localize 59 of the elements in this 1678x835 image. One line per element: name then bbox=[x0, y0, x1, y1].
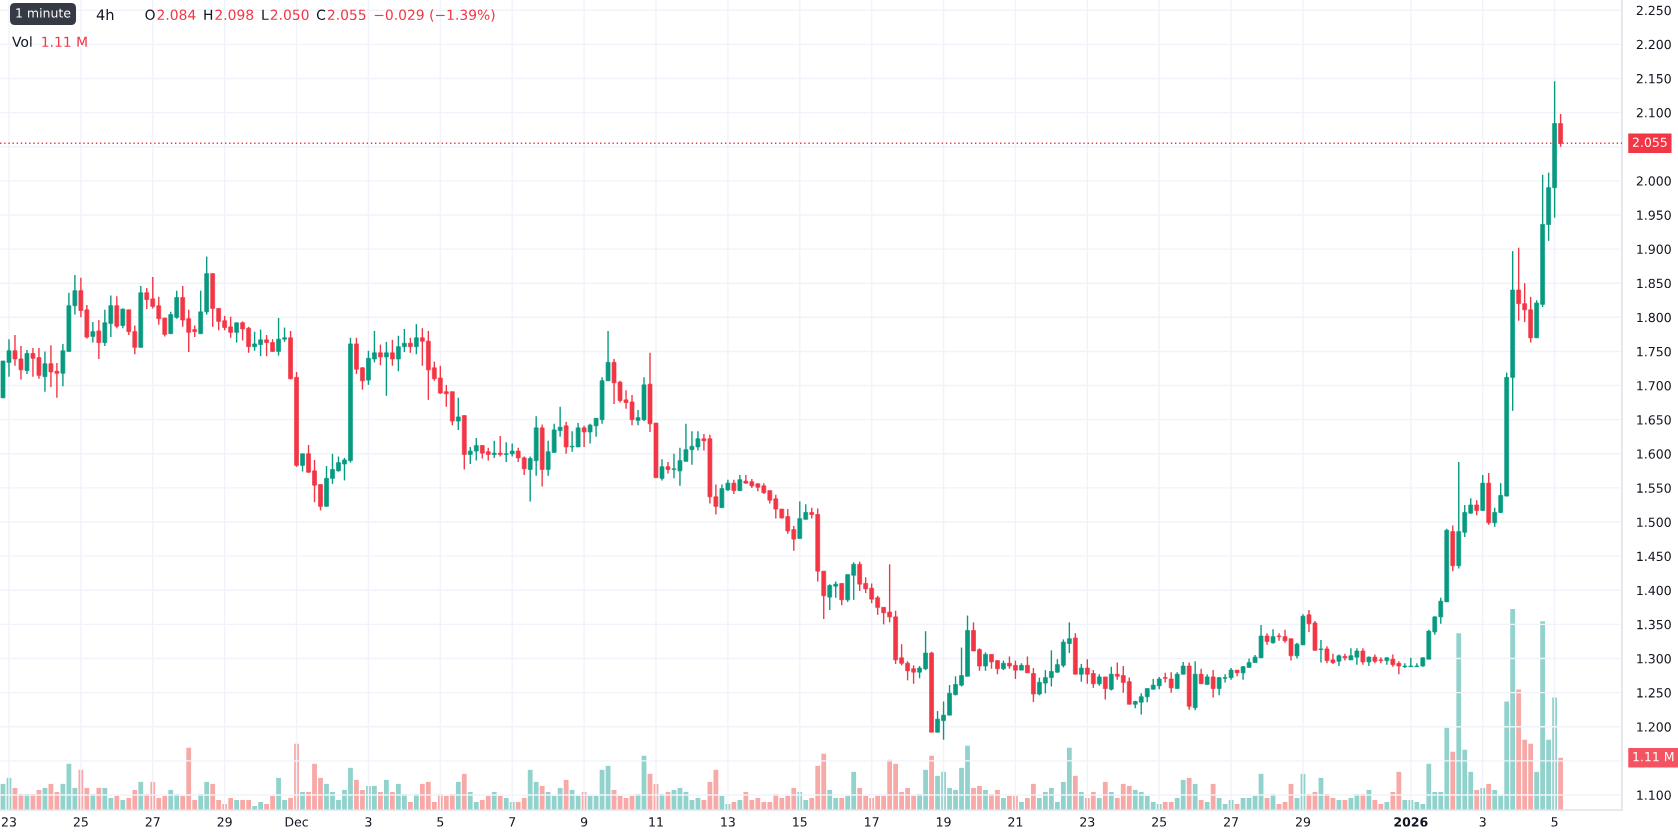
y-tick-label: 1.700 bbox=[1637, 381, 1671, 391]
y-tick-label: 2.250 bbox=[1636, 5, 1671, 16]
text: 1.11 M bbox=[1633, 752, 1674, 762]
x-tick-label: 13 bbox=[721, 817, 735, 827]
y-tick-label: 2.200 bbox=[1636, 39, 1671, 50]
x-tick-label: 5 bbox=[1551, 817, 1558, 827]
x-tick-label: Dec bbox=[285, 817, 308, 827]
x-tick-label: 21 bbox=[1008, 817, 1023, 827]
x-tick-label: 25 bbox=[1152, 817, 1167, 827]
y-tick-label: 1.850 bbox=[1637, 278, 1671, 289]
annotation: 1 minute bbox=[16, 7, 71, 18]
y-tick-label: 1.750 bbox=[1637, 346, 1671, 357]
annotation: C bbox=[316, 9, 326, 21]
chart-title: 4h bbox=[96, 8, 114, 21]
annotation: 2.098 bbox=[215, 9, 254, 21]
y-tick-label: 1.450 bbox=[1637, 551, 1671, 562]
x-tick-label: 23 bbox=[1, 817, 16, 827]
y-tick-label: 1.350 bbox=[1637, 619, 1671, 630]
x-tick-label: 29 bbox=[1295, 817, 1311, 827]
y-tick-label: 1.550 bbox=[1637, 483, 1671, 493]
x-tick-label: 15 bbox=[793, 817, 807, 827]
x-tick-label: 11 bbox=[649, 817, 663, 827]
y-tick-label: 1.800 bbox=[1637, 312, 1671, 323]
annotation: L bbox=[262, 9, 269, 20]
annotation: 2.055 bbox=[327, 9, 366, 21]
y-tick-label: 1.400 bbox=[1637, 585, 1671, 596]
y-tick-label: 2.150 bbox=[1636, 73, 1671, 84]
annotation: 2.084 bbox=[157, 9, 196, 21]
x-tick-label: 19 bbox=[936, 817, 951, 827]
x-tick-label: 2026 bbox=[1394, 817, 1428, 827]
x-tick-label: 23 bbox=[1080, 817, 1095, 827]
annotation: −0.029 (−1.39%) bbox=[374, 9, 495, 22]
annotation: Vol bbox=[12, 36, 32, 48]
annotation: O bbox=[145, 9, 155, 21]
y-tick-label: 2.000 bbox=[1636, 176, 1671, 186]
y-tick-label: 1.300 bbox=[1637, 653, 1671, 664]
y-tick-label: 1.100 bbox=[1637, 790, 1671, 800]
x-tick-label: 3 bbox=[1479, 817, 1486, 827]
y-tick-label: 1.600 bbox=[1637, 449, 1671, 459]
ref-line-label: 2.055 bbox=[1632, 137, 1667, 147]
x-tick-label: 7 bbox=[509, 817, 516, 827]
annotation: H bbox=[204, 9, 213, 20]
x-tick-label: 27 bbox=[145, 817, 160, 827]
y-tick-label: 1.650 bbox=[1637, 415, 1671, 425]
x-tick-label: 9 bbox=[580, 817, 588, 827]
x-tick-label: 29 bbox=[217, 817, 232, 827]
y-tick-label: 1.900 bbox=[1637, 244, 1671, 254]
y-tick-label: 1.500 bbox=[1637, 517, 1671, 527]
x-tick-label: 27 bbox=[1224, 817, 1238, 827]
annotation: 2.050 bbox=[270, 9, 309, 21]
y-tick-label: 1.200 bbox=[1637, 722, 1671, 732]
annotation: 1.11 M bbox=[42, 36, 87, 47]
x-tick-label: 17 bbox=[865, 817, 879, 827]
x-tick-label: 5 bbox=[437, 817, 444, 827]
y-tick-label: 1.950 bbox=[1637, 210, 1671, 220]
x-tick-label: 25 bbox=[73, 817, 88, 827]
x-tick-label: 3 bbox=[365, 817, 372, 827]
y-tick-label: 2.100 bbox=[1636, 108, 1671, 118]
y-tick-label: 1.250 bbox=[1637, 688, 1671, 698]
